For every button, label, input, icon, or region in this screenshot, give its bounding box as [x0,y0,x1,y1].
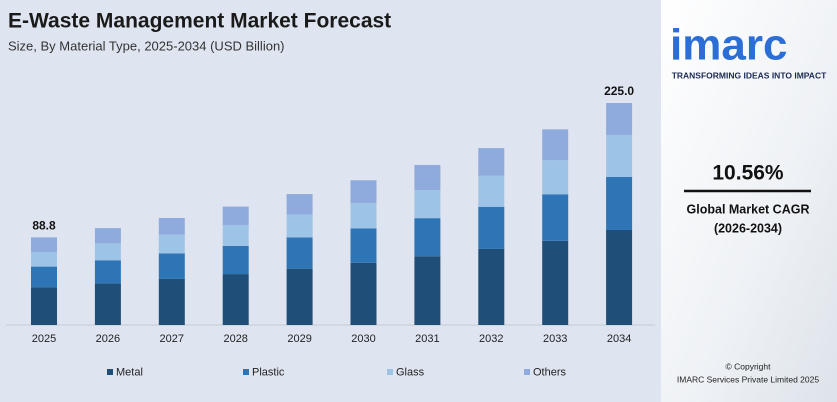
bar-segment [414,218,441,257]
legend-swatch [524,369,530,375]
cagr-value: 10.56% [712,162,784,185]
cagr-label: Global Market CAGR [687,202,810,216]
bar-segment [222,206,249,226]
x-tick-label: 2027 [160,333,184,345]
chart-title: E-Waste Management Market Forecast [8,10,391,33]
bar-segment [350,262,377,325]
bar-segment [158,278,185,325]
legend-swatch [107,369,113,375]
bar-segment [94,228,121,244]
x-tick-label: 2025 [32,333,56,345]
bar-segment [542,240,569,325]
copyright: © Copyright [725,361,771,371]
bar-segment [94,243,121,261]
bar-segment [158,217,185,235]
x-tick-label: 2029 [287,333,311,345]
legend-label: Others [533,366,567,378]
bar-segment [606,134,633,177]
bar-segment [542,129,569,161]
legend-swatch [243,369,249,375]
x-tick-label: 2030 [351,333,375,345]
chart-subtitle: Size, By Material Type, 2025-2034 (USD B… [8,38,285,53]
x-tick-label: 2031 [415,333,439,345]
bar-segment [350,228,377,263]
bar-segment [478,148,505,176]
bar-segment [286,214,313,238]
bar-segment [31,237,57,252]
side-panel [661,0,837,402]
bar-segment [606,177,633,230]
bar-segment [31,266,57,288]
legend-label: Glass [396,366,425,378]
bar-segment [31,251,57,267]
bar-segment [478,248,505,325]
bar-segment [414,190,441,219]
bar-segment [158,234,185,254]
x-tick-label: 2026 [96,333,120,345]
logo: imarc [670,21,787,70]
total-label: 88.8 [32,219,56,233]
bar-segment [606,103,633,135]
legend-label: Metal [116,366,143,378]
bar-segment [478,206,505,249]
bar-segment [222,274,249,325]
legend-swatch [387,369,393,375]
bar-segment [222,245,249,275]
legend-label: Plastic [252,366,285,378]
bar-segment [94,260,121,284]
bar-segment [222,225,249,246]
bar-segment [414,164,441,191]
bar-segment [542,194,569,241]
cagr-period: (2026-2034) [714,221,782,235]
x-tick-label: 2034 [607,333,631,345]
bar-segment [286,237,313,269]
x-tick-label: 2028 [223,333,247,345]
bar-segment [31,287,57,325]
bar-segment [414,256,441,325]
bar-segment [350,202,377,229]
x-tick-label: 2032 [479,333,503,345]
bar-segment [286,194,313,215]
bar-segment [350,180,377,203]
bar-segment [542,160,569,195]
bar-segment [606,229,633,325]
tagline: TRANSFORMING IDEAS INTO IMPACT [672,70,827,80]
x-tick-label: 2033 [543,333,567,345]
bar-segment [158,253,185,279]
bar-segment [478,175,505,207]
bar-segment [286,268,313,325]
company: IMARC Services Private Limited 2025 [677,374,819,384]
bar-segment [94,283,121,325]
total-label: 225.0 [604,84,634,98]
